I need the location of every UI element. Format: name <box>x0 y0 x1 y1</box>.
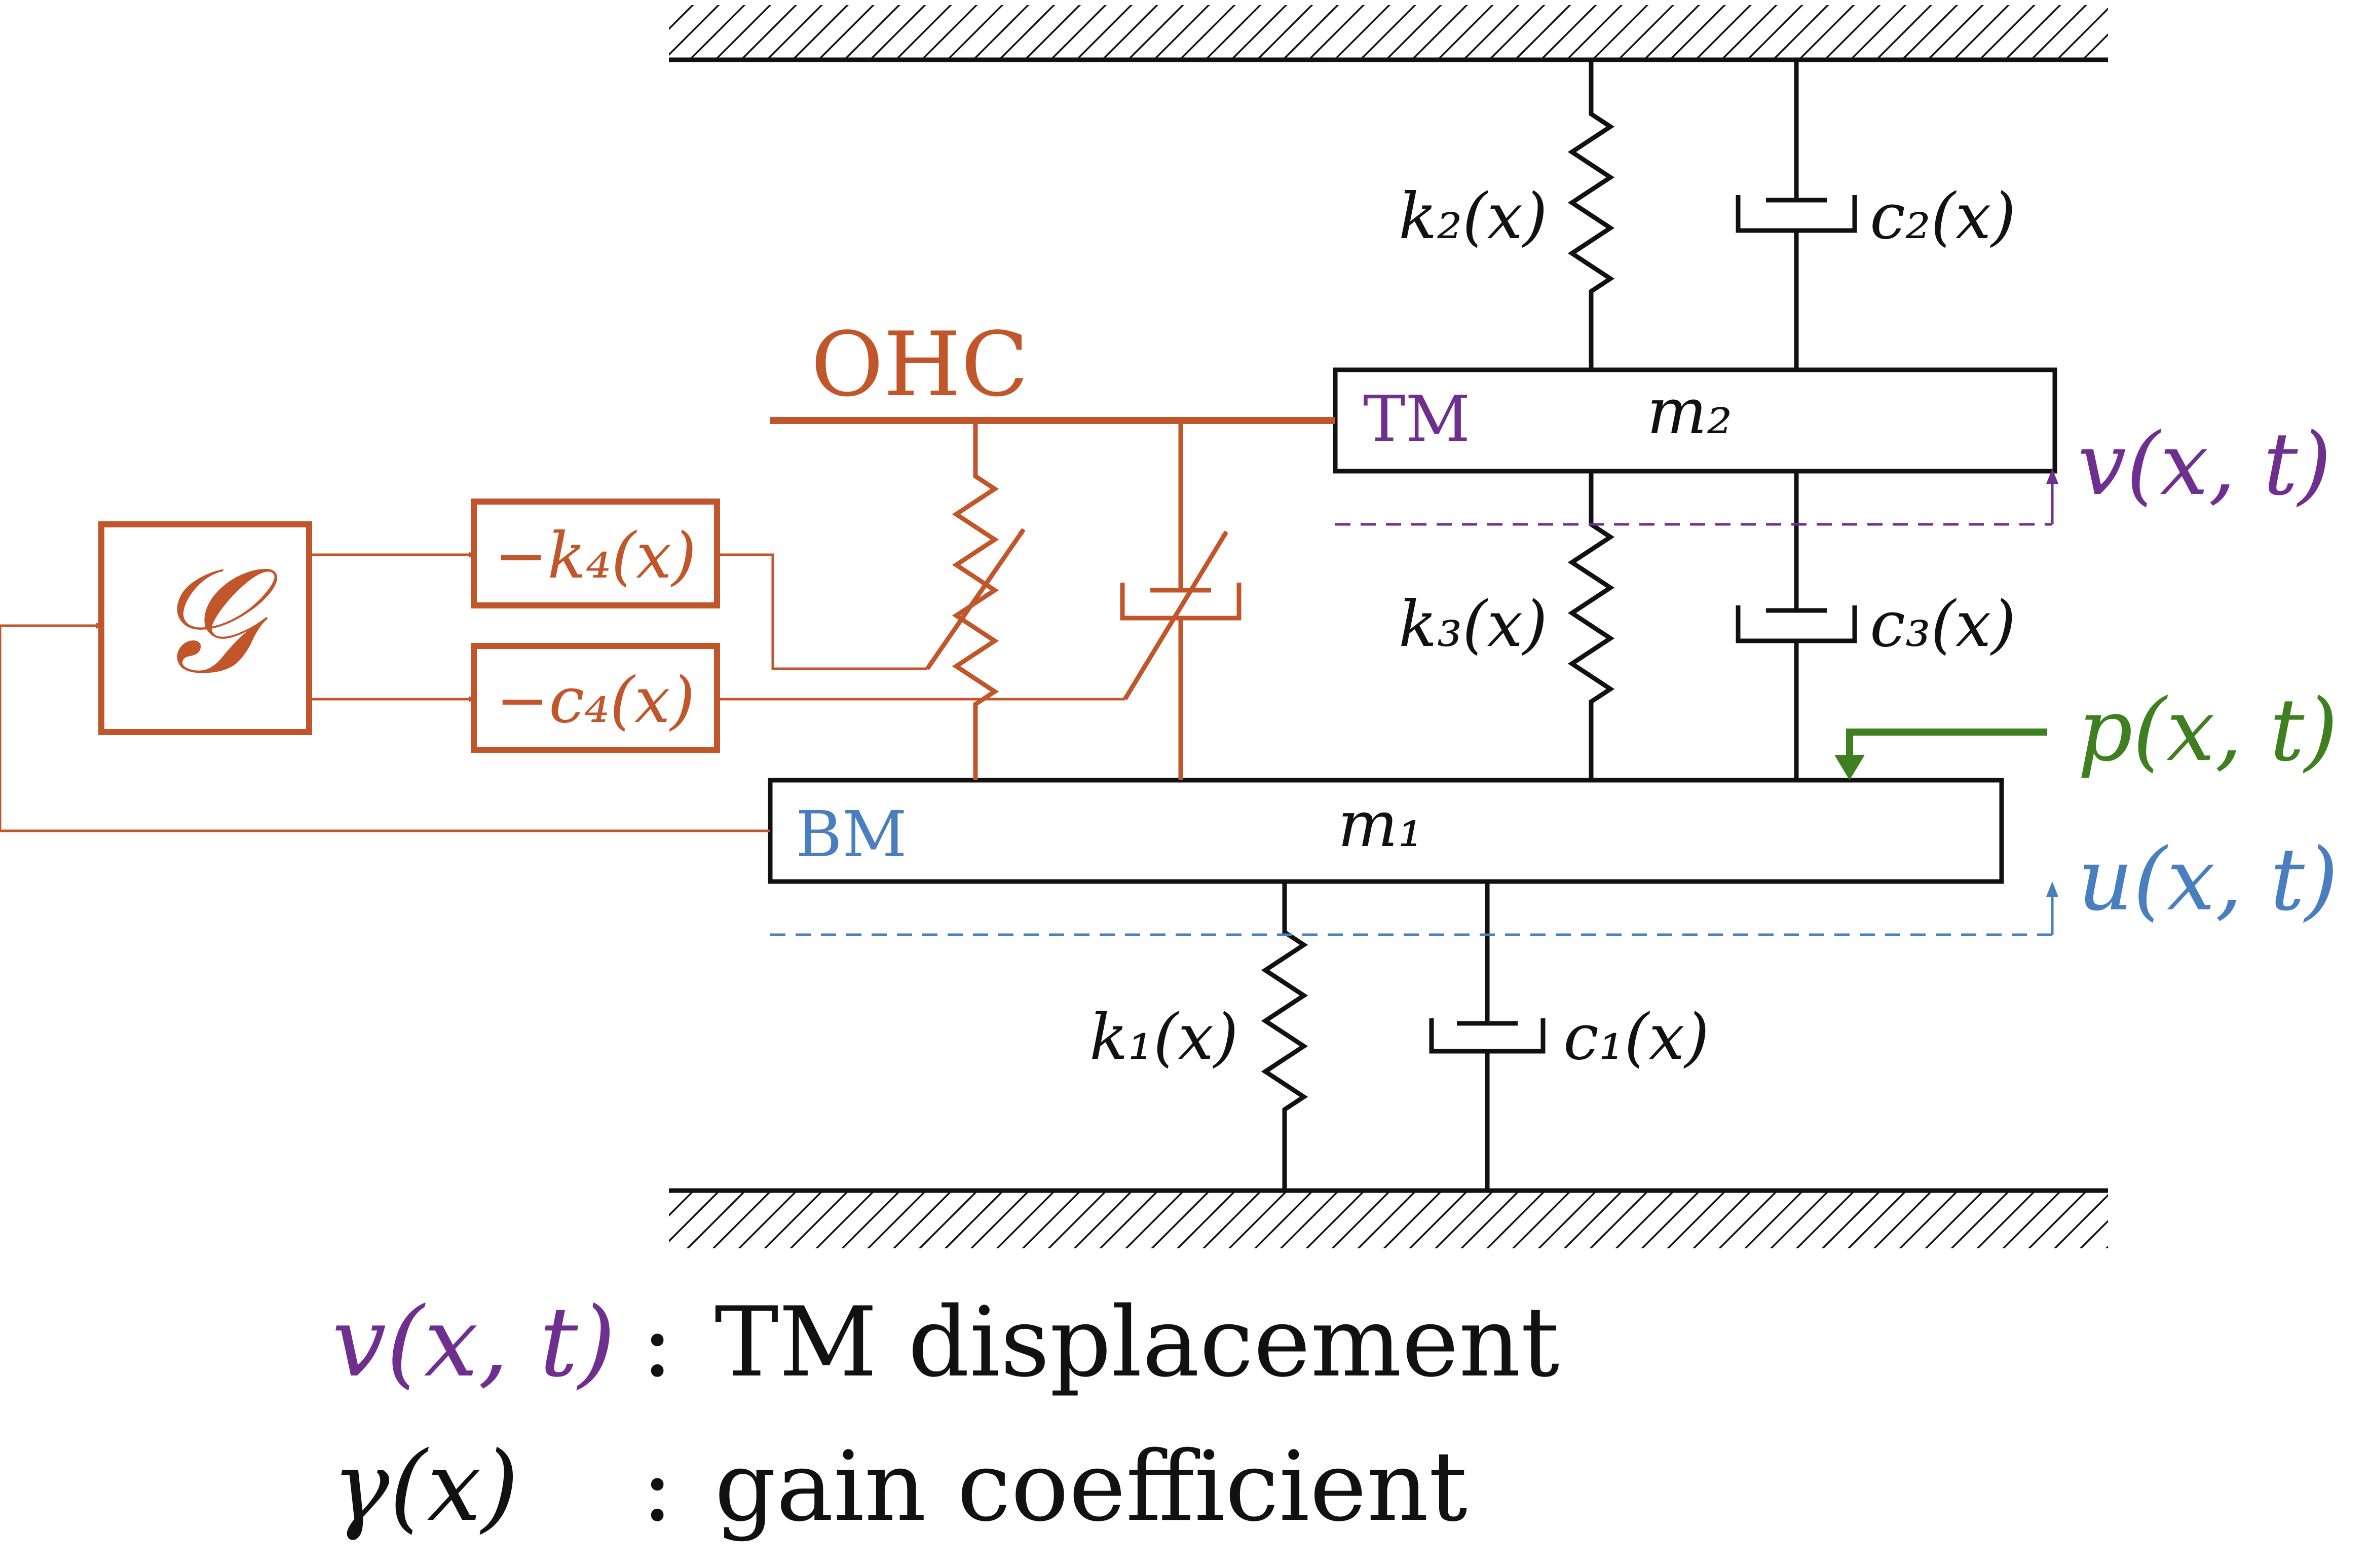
c2-label: c₂(x) <box>1870 180 2016 253</box>
bottom-ground <box>669 1188 2108 1248</box>
u-label: u(x, t) <box>2078 830 2338 930</box>
legend: v(x, t) : TM displacement γ(x) : gain co… <box>332 1286 1559 1543</box>
bm-mass <box>768 778 2004 884</box>
tm-label: TM <box>1363 383 1470 456</box>
ohc-spring-arrow <box>925 528 1026 670</box>
k2-label: k₂(x) <box>1399 180 1548 253</box>
ohc-variable-spring <box>952 420 999 780</box>
ohc-variable-damper <box>1120 420 1242 780</box>
ohc-label: OHC <box>811 314 1029 416</box>
k1-label: k₁(x) <box>1089 1001 1238 1074</box>
tm-mass <box>1333 367 2057 474</box>
legend-text-1: gain coefficient <box>715 1431 1468 1543</box>
k3-label: k₃(x) <box>1399 588 1548 661</box>
damper-c3 <box>1736 471 1857 780</box>
neg-c4-label: −c₄(x) <box>496 664 695 737</box>
damper-c2 <box>1736 60 1857 370</box>
legend-symbol-0: v(x, t) <box>332 1286 616 1398</box>
p-label: p(x, t) <box>2078 680 2338 781</box>
c3-label: c₃(x) <box>1870 588 2016 661</box>
spring-k2 <box>1567 60 1615 370</box>
ohc-damper-arrow <box>1123 530 1228 701</box>
legend-sep-0: : <box>641 1286 673 1398</box>
c1-label: c₁(x) <box>1563 1001 1709 1074</box>
ohc-elements: OHC <box>770 314 1335 780</box>
top-ground <box>669 5 2108 62</box>
spring-k1 <box>1261 882 1308 1191</box>
v-label: v(x, t) <box>2078 414 2332 515</box>
neg-k4-label: −k₄(x) <box>495 519 697 593</box>
damper-c1 <box>1429 882 1546 1191</box>
bm-label: BM <box>796 798 907 871</box>
legend-symbol-1: γ(x) <box>332 1431 519 1543</box>
feedback-wires <box>0 552 1125 832</box>
m2-label: m₂ <box>1647 375 1733 448</box>
legend-text-0: TM displacement <box>715 1286 1559 1398</box>
m1-label: m₁ <box>1338 788 1423 861</box>
pressure-arrow <box>1846 729 2047 775</box>
legend-sep-1: : <box>641 1431 673 1543</box>
spring-k3 <box>1567 471 1615 780</box>
